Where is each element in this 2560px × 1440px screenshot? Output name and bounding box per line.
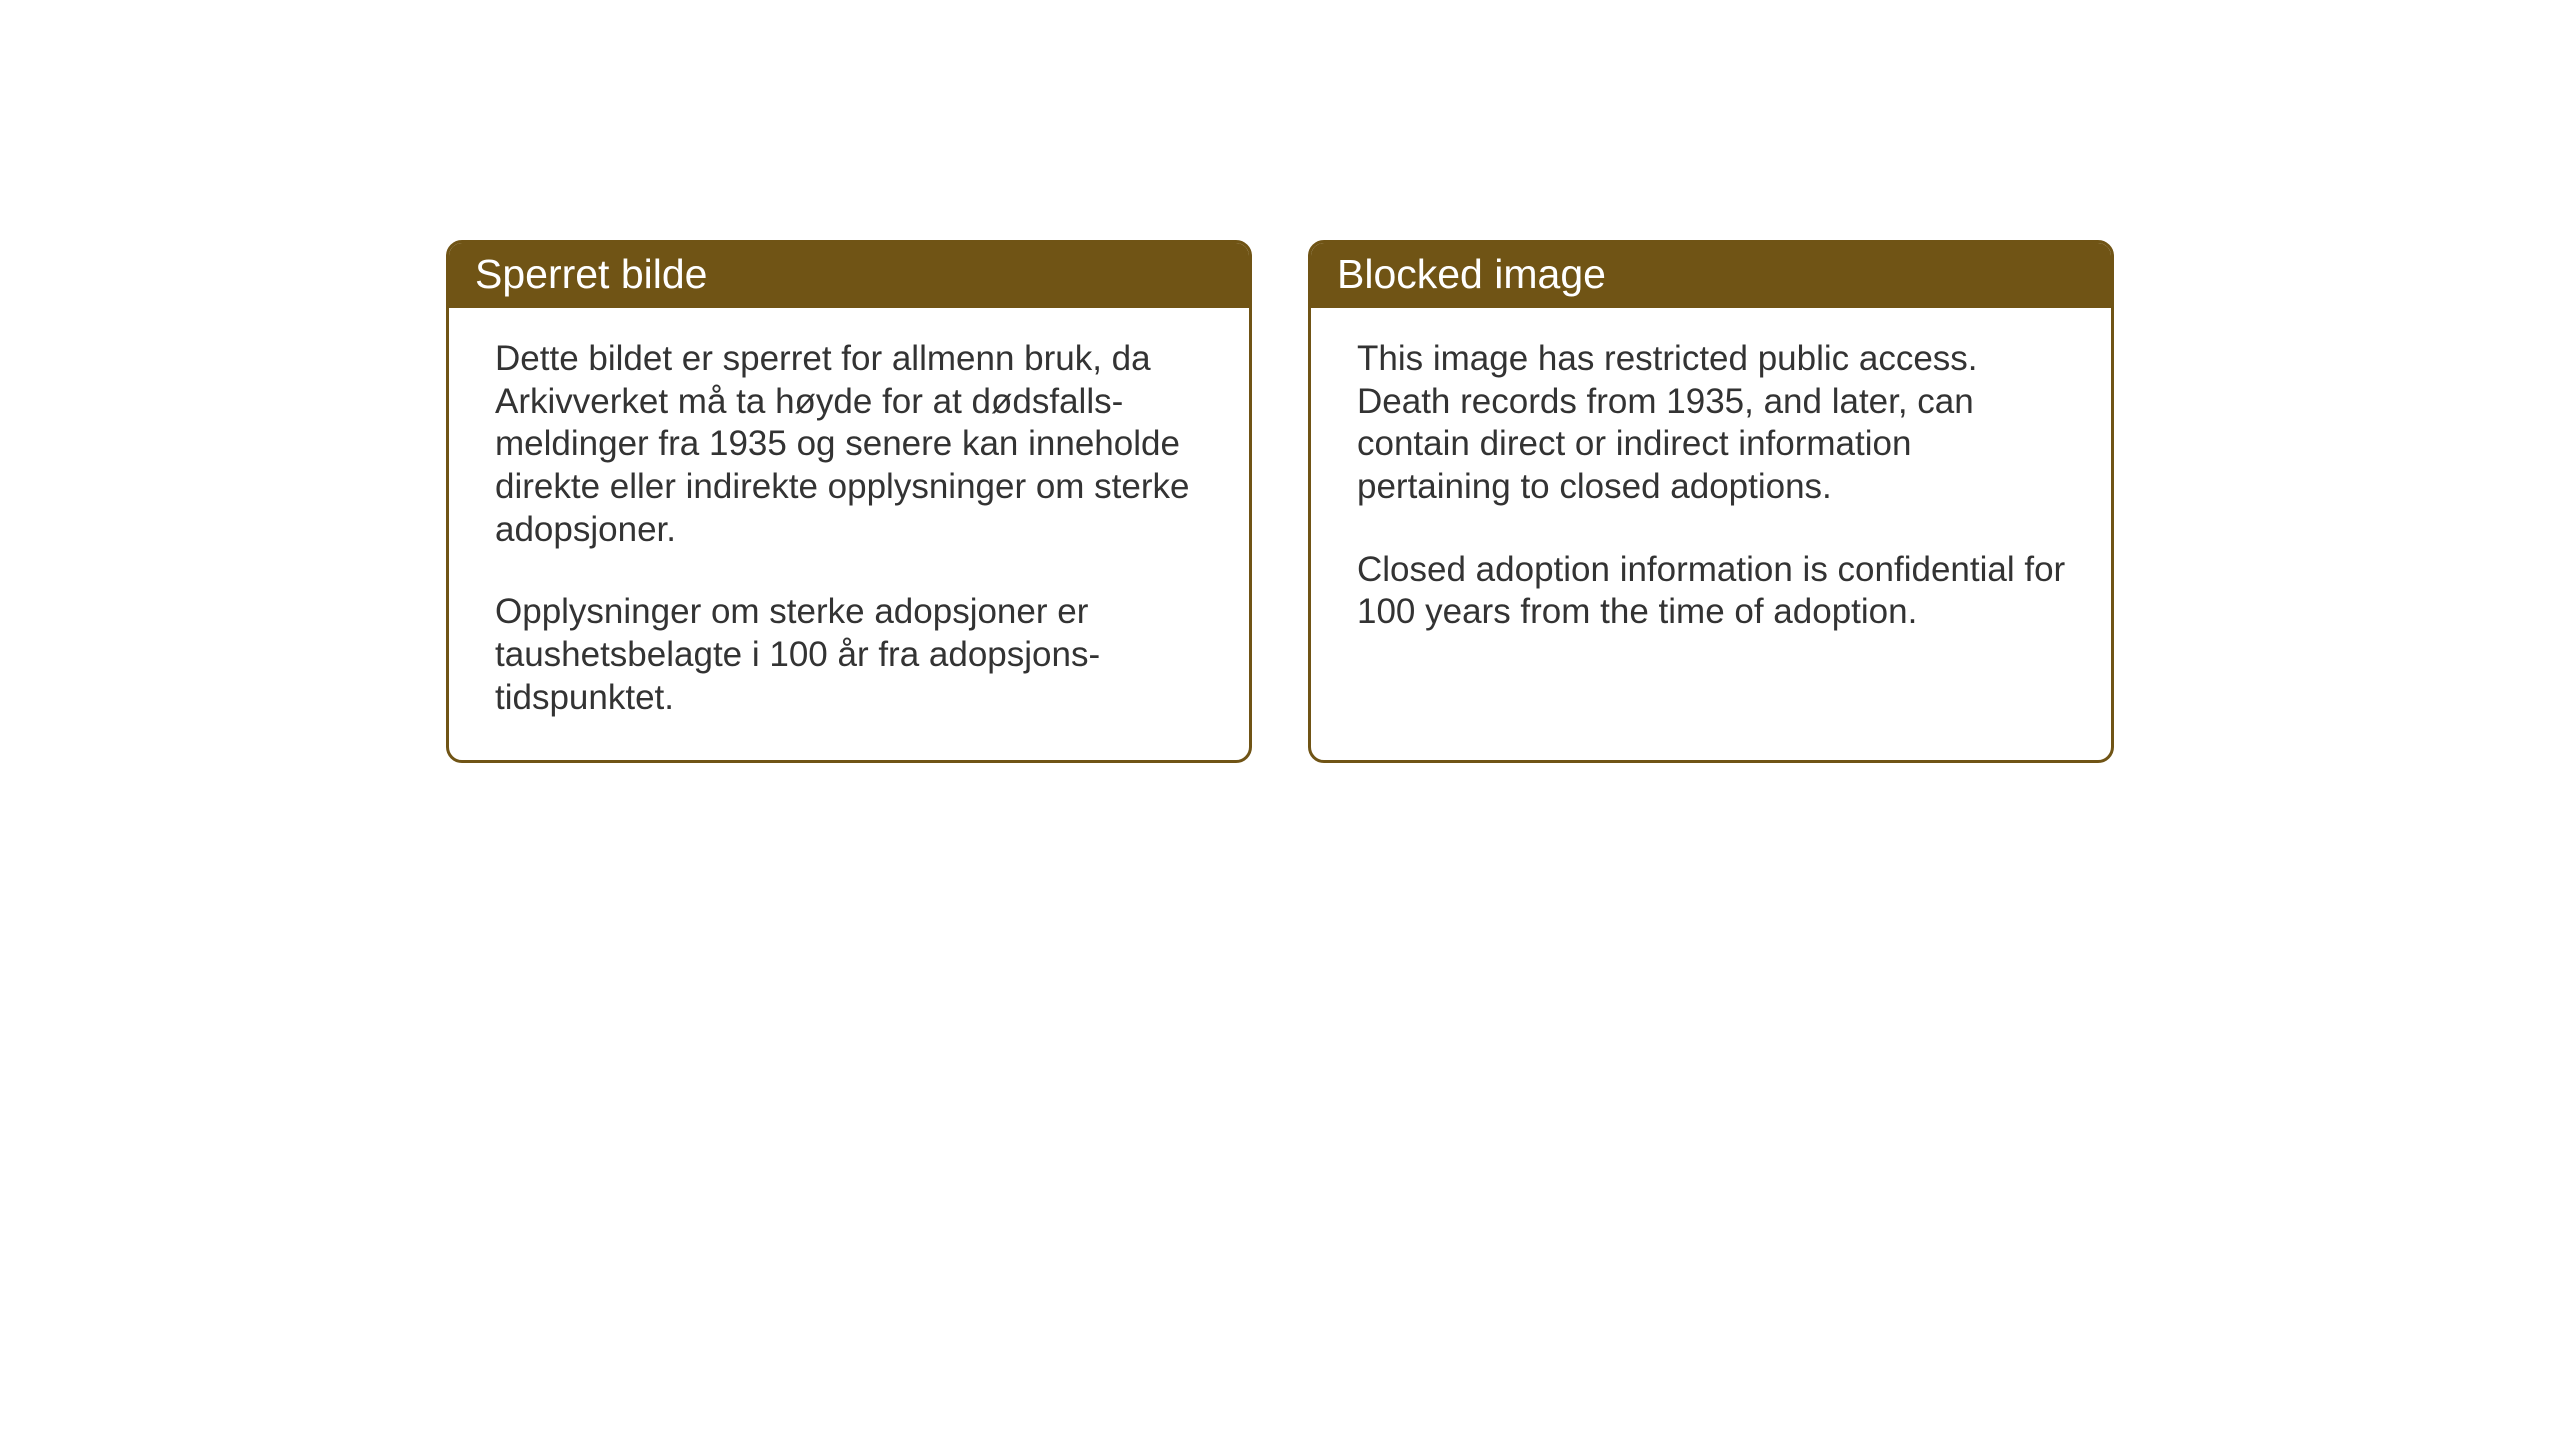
- notice-paragraph-2-norwegian: Opplysninger om sterke adopsjoner er tau…: [495, 591, 1209, 719]
- notices-container: Sperret bilde Dette bildet er sperret fo…: [446, 240, 2114, 763]
- notice-paragraph-1-english: This image has restricted public access.…: [1357, 338, 2071, 509]
- notice-header-english: Blocked image: [1311, 243, 2111, 308]
- notice-box-norwegian: Sperret bilde Dette bildet er sperret fo…: [446, 240, 1252, 763]
- notice-body-english: This image has restricted public access.…: [1311, 308, 2111, 674]
- notice-paragraph-1-norwegian: Dette bildet er sperret for allmenn bruk…: [495, 338, 1209, 551]
- notice-title-norwegian: Sperret bilde: [475, 251, 707, 297]
- notice-box-english: Blocked image This image has restricted …: [1308, 240, 2114, 763]
- notice-title-english: Blocked image: [1337, 251, 1606, 297]
- notice-paragraph-2-english: Closed adoption information is confident…: [1357, 549, 2071, 634]
- notice-header-norwegian: Sperret bilde: [449, 243, 1249, 308]
- notice-body-norwegian: Dette bildet er sperret for allmenn bruk…: [449, 308, 1249, 760]
